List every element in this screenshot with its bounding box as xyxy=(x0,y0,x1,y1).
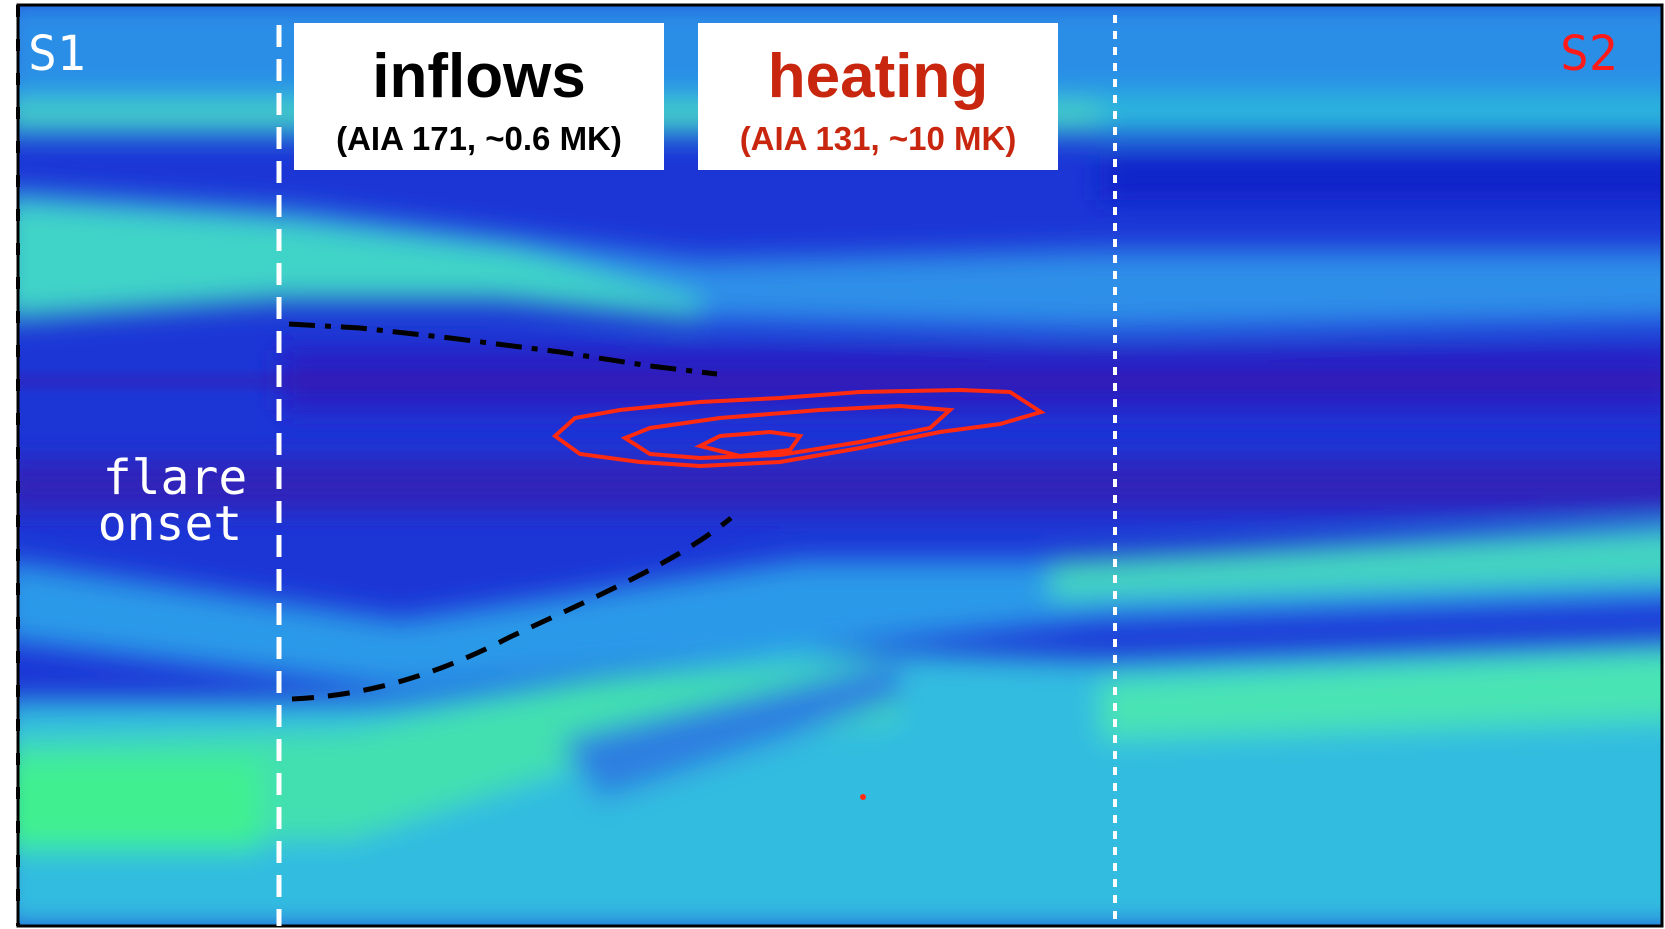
box-title: inflows xyxy=(372,42,586,111)
s1-label: S1 xyxy=(28,26,86,82)
box-subtitle: (AIA 131, ~10 MK) xyxy=(740,120,1017,157)
inflow-track-lower xyxy=(291,516,733,702)
heating-box xyxy=(698,23,1058,170)
box-title: heating xyxy=(768,42,988,111)
s2-label: S2 xyxy=(1560,26,1618,82)
frame xyxy=(16,3,1664,928)
inflows-box xyxy=(294,23,664,170)
flare-label: flare xyxy=(103,450,248,506)
onset-label: onset xyxy=(98,496,243,552)
box-subtitle: (AIA 171, ~0.6 MK) xyxy=(336,120,622,157)
red-dot xyxy=(860,794,866,800)
inflow-track-upper xyxy=(288,321,718,377)
heating-contours xyxy=(551,387,1046,469)
